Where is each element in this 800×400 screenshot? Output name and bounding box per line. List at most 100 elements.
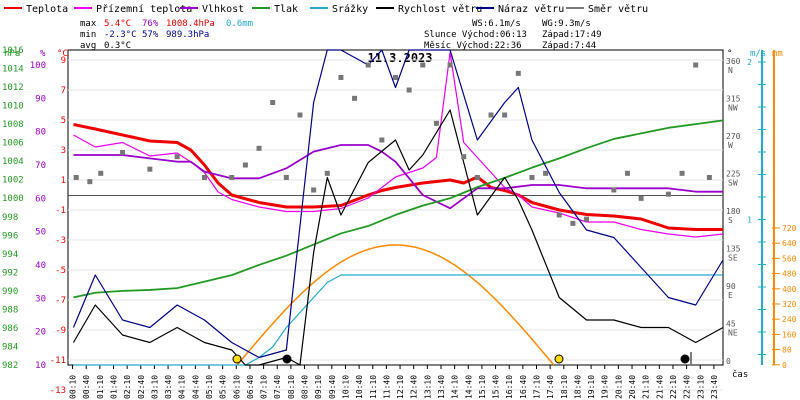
- hpa-tick-label: 1014: [2, 65, 24, 75]
- hpa-tick-label: 982: [2, 361, 18, 371]
- wind-direction-mark: [365, 62, 371, 68]
- wind-direction-mark: [570, 220, 576, 226]
- stat-moon-rise: Měsíc Východ:22:36: [424, 41, 522, 51]
- wind-direction-mark: [461, 154, 467, 160]
- legend-ground-temp: Přízemní teplota: [96, 3, 192, 15]
- sun-set-icon: [554, 354, 564, 364]
- wind-direction-mark: [488, 112, 494, 118]
- series-tlak: [73, 119, 724, 299]
- time-tick-label: 22:40: [683, 375, 692, 399]
- stat-avg-label: avg: [80, 41, 96, 51]
- time-tick-label: 16:10: [505, 375, 514, 399]
- wind-direction-mark: [502, 112, 508, 118]
- stat-max-temp: 5.4°C: [104, 19, 131, 29]
- time-tick-label: 18:40: [573, 375, 582, 399]
- hpa-tick-label: 998: [2, 213, 18, 223]
- dir-card-label: W: [728, 141, 733, 150]
- series-vlhkost: [73, 144, 723, 210]
- time-tick-label: 09:10: [314, 375, 323, 399]
- wind-direction-mark: [665, 191, 671, 197]
- pct-tick-label: 50: [35, 228, 46, 238]
- time-tick-label: 08:40: [301, 375, 310, 399]
- hpa-tick-label: 986: [2, 324, 18, 334]
- time-tick-label: 05:10: [205, 375, 214, 399]
- dir-tick-label: 360: [726, 57, 741, 66]
- dir-tick-label: 315: [726, 95, 741, 104]
- time-tick-label: 02:40: [137, 375, 146, 399]
- time-tick-label: 01:10: [96, 375, 105, 399]
- legend-rain: Srážky: [332, 3, 368, 15]
- wind-direction-mark: [638, 195, 644, 201]
- time-tick-label: 00:40: [82, 375, 91, 399]
- wind-direction-mark: [270, 100, 276, 105]
- temp-tick-label: -5: [55, 266, 66, 276]
- wind-direction-mark: [379, 137, 385, 143]
- time-tick-label: 16:40: [519, 375, 528, 399]
- stat-max-press: 1008.4hPa: [166, 19, 215, 29]
- axis-ms-unit: m/s: [750, 49, 766, 59]
- wind-direction-mark: [297, 112, 303, 118]
- wind-direction-mark: [474, 175, 480, 180]
- time-tick-label: 12:10: [396, 375, 405, 399]
- time-tick-label: 11:40: [382, 375, 391, 399]
- temp-tick-label: -7: [55, 296, 66, 306]
- time-tick-label: 23:10: [696, 375, 705, 399]
- mm-tick-label: 80: [782, 346, 792, 355]
- wind-direction-mark: [352, 95, 358, 101]
- wind-direction-mark: [679, 170, 685, 176]
- time-tick-label: 13:40: [437, 375, 446, 399]
- temp-tick-label: 5: [61, 116, 66, 126]
- dir-tick-label: 45: [726, 320, 736, 329]
- hpa-tick-label: 990: [2, 287, 18, 297]
- temp-tick-label: -11: [50, 356, 66, 366]
- mm-tick-label: 560: [782, 254, 797, 263]
- stat-min-press: 989.3hPa: [166, 30, 209, 40]
- ms-tick-label: 1: [747, 216, 752, 225]
- moon-set-icon: [282, 354, 292, 364]
- time-tick-label: 00:10: [69, 375, 78, 399]
- legend-wind-gust: Náraz větru: [498, 3, 564, 15]
- time-tick-label: 01:40: [109, 375, 118, 399]
- temp-tick-label: 1: [61, 176, 66, 186]
- wind-direction-mark: [706, 175, 712, 180]
- pct-tick-label: 100: [30, 61, 46, 71]
- wind-direction-mark: [693, 62, 699, 68]
- pct-tick-label: 10: [35, 361, 46, 371]
- time-tick-label: 03:40: [164, 375, 173, 399]
- time-tick-label: 15:10: [478, 375, 487, 399]
- hpa-tick-label: 1016: [2, 46, 24, 56]
- axis-hpa-unit: hPa: [4, 49, 20, 59]
- wind-direction-mark: [73, 175, 79, 180]
- time-tick-label: 17:10: [533, 375, 542, 399]
- time-tick-label: 09:40: [328, 375, 337, 399]
- plot-area: [67, 49, 724, 366]
- time-tick-label: 05:40: [219, 375, 228, 399]
- time-tick-label: 07:40: [273, 375, 282, 399]
- wind-direction-mark: [120, 150, 126, 155]
- dir-card-label: SE: [728, 254, 738, 263]
- time-tick-label: 23:40: [710, 375, 719, 399]
- time-tick-label: 17:40: [546, 375, 555, 399]
- stat-max-rain: 0.6mm: [226, 19, 253, 29]
- time-tick-label: 06:10: [232, 375, 241, 399]
- time-tick-label: 08:10: [287, 375, 296, 399]
- time-tick-label: 22:10: [669, 375, 678, 399]
- stat-wg: WG:9.3m/s: [542, 19, 591, 29]
- time-tick-label: 19:40: [601, 375, 610, 399]
- time-tick-label: 03:10: [150, 375, 159, 399]
- time-tick-label: 11:10: [369, 375, 378, 399]
- wind-direction-mark: [584, 216, 590, 222]
- wind-direction-mark: [242, 162, 248, 168]
- pct-tick-label: 60: [35, 194, 46, 204]
- wind-direction-mark: [515, 70, 521, 76]
- legend: Teplota Přízemní teplota Vlhkost Tlak Sr…: [4, 3, 648, 15]
- wind-direction-mark: [393, 75, 398, 80]
- sun-arc: [236, 244, 555, 366]
- pct-tick-label: 70: [35, 161, 46, 171]
- mm-tick-label: 320: [782, 300, 797, 309]
- legend-wind-direction: Směr větru: [588, 3, 648, 15]
- time-tick-label: 12:40: [410, 375, 419, 399]
- pct-tick-label: 20: [35, 328, 46, 338]
